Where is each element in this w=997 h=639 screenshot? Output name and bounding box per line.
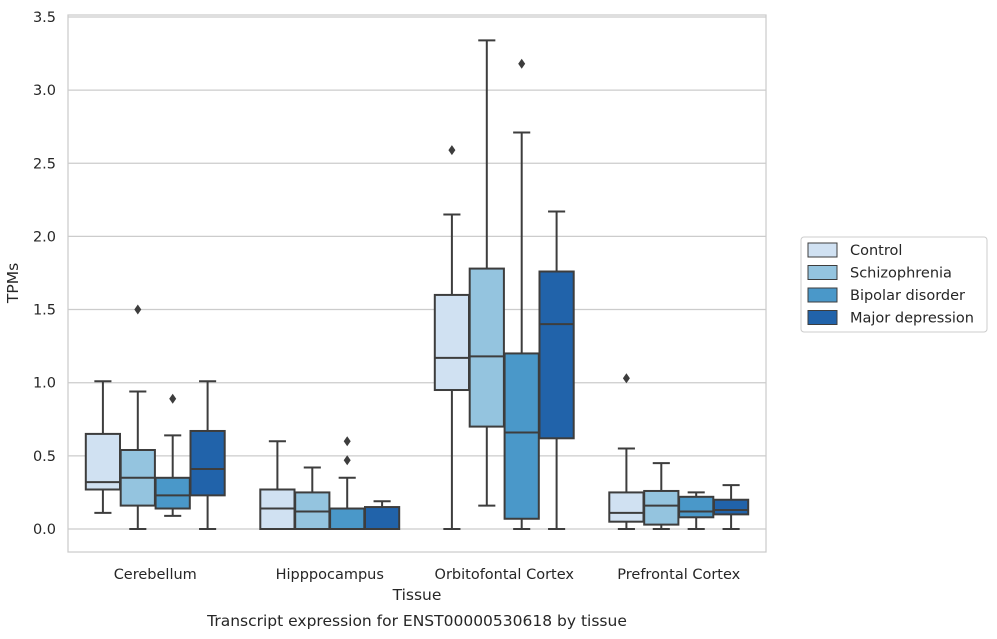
y-tick-label: 2.0 [33, 229, 56, 245]
outlier-point [448, 145, 456, 156]
legend-swatch [807, 242, 838, 258]
x-tick-label: Prefrontal Cortex [617, 567, 740, 583]
x-axis-ticks: Cerebellum Hipppocampus Orbitofontal Corte… [114, 567, 741, 583]
box [678, 495, 715, 519]
chart-caption: Transcript expression for ENST0000053061… [206, 612, 627, 630]
y-axis-ticks: 0.0 0.5 1.0 1.5 2.0 2.5 3.0 3.5 [33, 10, 56, 538]
y-tick-label: 3.0 [33, 83, 56, 99]
box [503, 352, 540, 520]
outlier-point [169, 393, 177, 404]
y-gridlines [68, 16, 766, 530]
box [363, 506, 401, 530]
legend: Control Schizophrenia Bipolar disorder Majo… [800, 236, 988, 333]
series-bipolar-disorder [154, 58, 715, 531]
y-axis-label: TPMs [4, 263, 22, 304]
box [433, 293, 471, 392]
box [608, 491, 645, 523]
legend-swatch [807, 310, 838, 325]
y-tick-label: 1.0 [33, 376, 56, 392]
box [468, 267, 505, 428]
box-series [84, 39, 750, 531]
series-major-depression [189, 210, 750, 530]
box [329, 507, 366, 531]
box [154, 476, 191, 510]
x-axis-label: Tissue [392, 586, 442, 604]
y-tick-label: 0.5 [33, 449, 56, 465]
box [712, 498, 750, 516]
legend-swatch [807, 287, 838, 303]
x-tick-label: Cerebellum [114, 567, 197, 583]
legend-frame [800, 236, 988, 333]
box [189, 429, 226, 497]
y-tick-label: 3.5 [33, 10, 56, 26]
legend-swatch [807, 265, 838, 280]
outlier-point [518, 58, 526, 69]
outlier-point [622, 373, 630, 384]
x-tick-label: Orbitofontal Cortex [435, 567, 575, 583]
y-tick-label: 2.5 [33, 156, 56, 172]
legend-label: Major depression [850, 311, 974, 327]
outlier-point [134, 304, 142, 315]
x-tick-label: Hipppocampus [276, 567, 384, 583]
series-schizophrenia [119, 39, 680, 530]
y-tick-label: 0.0 [33, 522, 56, 538]
legend-label: Control [850, 243, 902, 259]
y-tick-label: 1.5 [33, 303, 56, 319]
box [538, 270, 575, 440]
series-control [84, 145, 645, 530]
box [84, 432, 122, 491]
plot-area [67, 14, 767, 553]
outlier-point [343, 455, 351, 466]
outlier-point [343, 436, 351, 447]
legend-label: Bipolar disorder [850, 288, 965, 304]
legend-label: Schizophrenia [850, 266, 952, 282]
box [643, 489, 680, 526]
